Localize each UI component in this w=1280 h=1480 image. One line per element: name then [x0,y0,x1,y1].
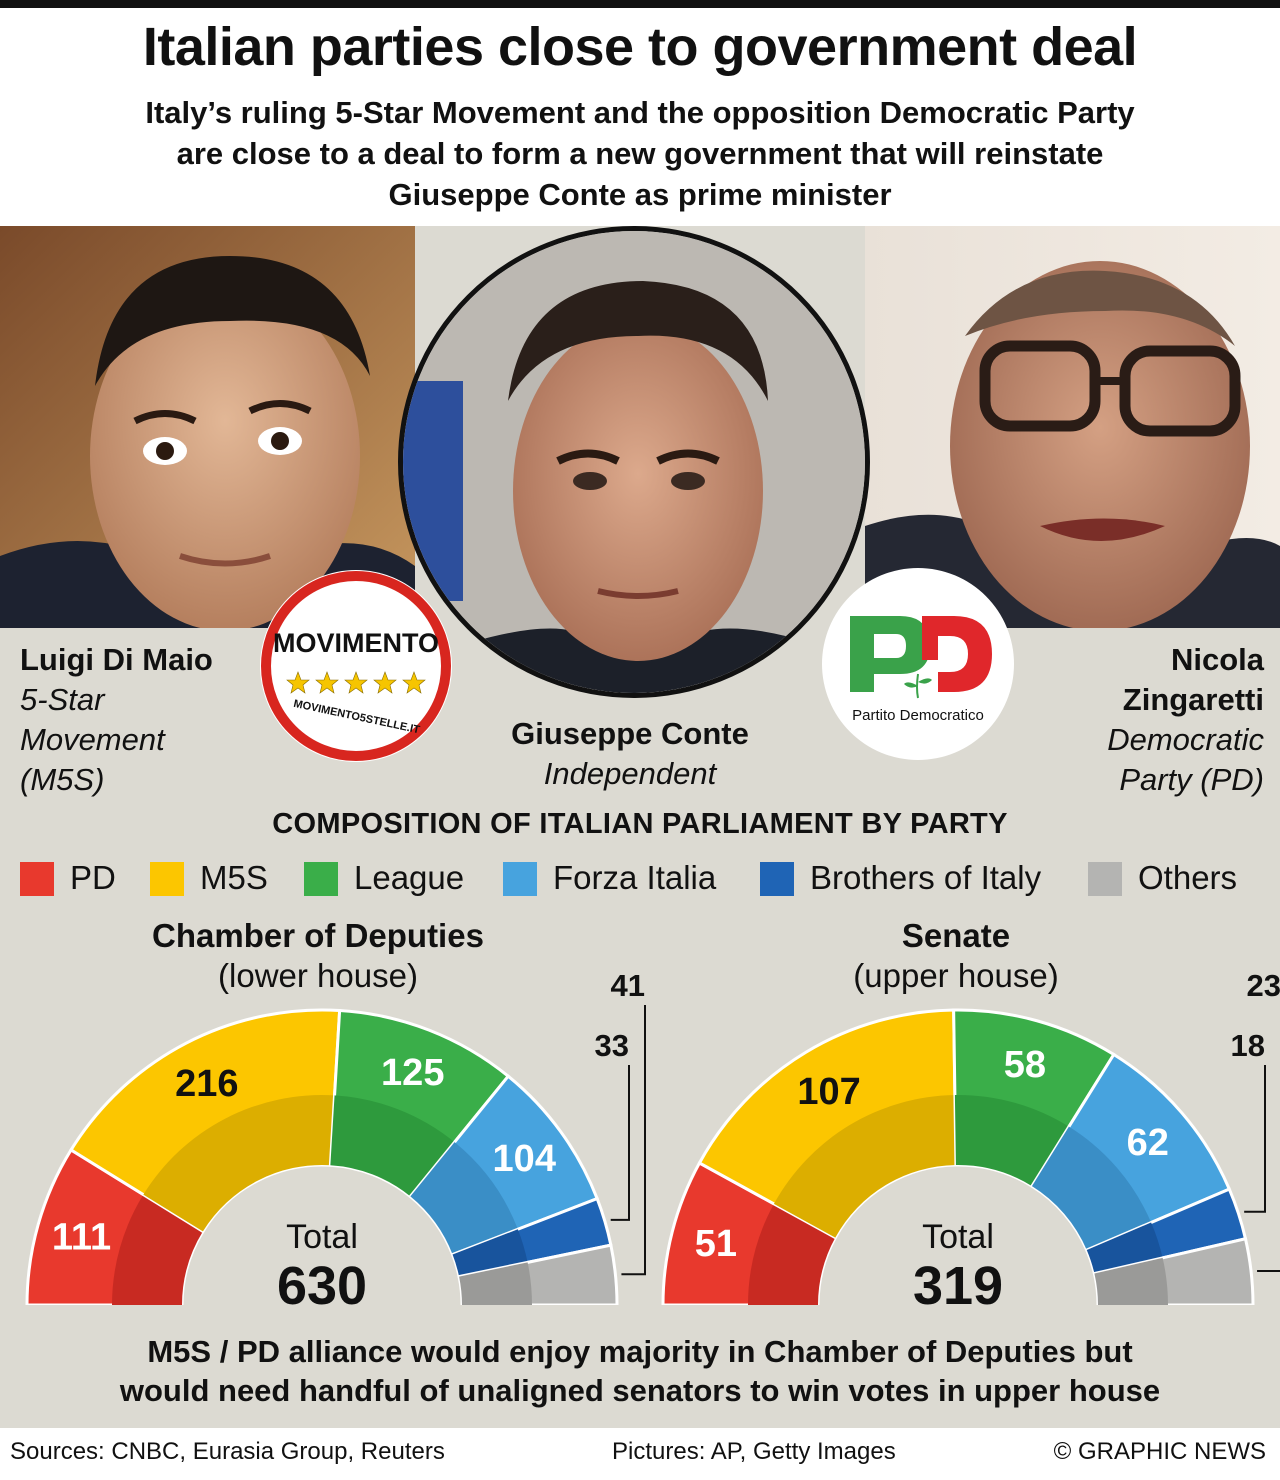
person-name: Zingaretti [1122,682,1264,717]
subtitle-line: Italy’s ruling 5-Star Movement and the o… [145,95,1135,130]
legend-swatch-forza-italia [503,862,537,896]
chamber-seg-inner-forza-italia [410,1142,518,1255]
senate-total-value: 319 [913,1256,1003,1305]
senate-seg-inner-forza-italia [1031,1126,1152,1250]
senate-value-brothers-of-italy: 18 [1231,1028,1265,1063]
senate-seg-inner-pd [748,1203,836,1305]
chamber-seg-inner-others [459,1262,532,1305]
person-party: Movement [20,722,165,757]
legend-label-others: Others [1138,859,1238,896]
chamber-seg-inner-m5s [143,1095,335,1232]
page-title: Italian parties close to government deal [142,17,1138,77]
chamber-value-others: 41 [611,968,645,1003]
photo-luigi-di-maio [0,226,415,628]
person-name: Luigi Di Maio [20,642,213,677]
senate-leader-brothers-of-italy [1244,1065,1266,1213]
senate-seg-inner-m5s [773,1095,956,1238]
footer: Sources: CNBC, Eurasia Group, Reuters Pi… [0,1428,1280,1480]
legend-swatch-pd [20,862,54,896]
legend-swatch-league [304,862,338,896]
footer-sources: Sources: CNBC, Eurasia Group, Reuters [10,1438,445,1465]
senate-value-others: 23 [1247,968,1280,1003]
conclusion-line: M5S / PD alliance would enjoy majority i… [147,1334,1133,1369]
footer-pictures: Pictures: AP, Getty Images [612,1438,896,1465]
chamber-seg-inner-league [330,1095,455,1197]
header [0,8,1280,226]
senate-value-forza-italia: 62 [1127,1122,1169,1164]
caption-giuseppe-conte: Giuseppe Conte Independent [440,714,820,794]
chamber-value-m5s: 216 [175,1063,238,1105]
senate-value-league: 58 [1004,1044,1046,1086]
senate-title-sub: (upper house) [853,957,1059,994]
person-party: 5-Star [20,682,105,717]
caption-luigi-di-maio: Luigi Di Maio 5-Star Movement (M5S) [20,640,213,800]
chamber-total-value: 630 [277,1256,367,1305]
legend-label-m5s: M5S [200,859,268,896]
chamber-value-pd: 111 [52,1217,111,1259]
m5s-logo-word: MOVIMENTO [273,628,439,658]
pd-logo: Partito Democratico [822,568,1014,760]
senate-title: Senate (upper house) [706,916,1206,996]
senate-seg-inner-others [1094,1257,1168,1305]
legend: PD M5S League Forza Italia Brothers of I… [0,858,1280,898]
legend-swatch-others [1088,862,1122,896]
senate-leader-others [1257,1005,1280,1272]
person-party: Democratic [1107,722,1264,757]
caption-nicola-zingaretti: Nicola Zingaretti Democratic Party (PD) [1107,640,1264,800]
photo-nicola-zingaretti [865,226,1280,628]
conclusion-line: would need handful of unaligned senators… [119,1373,1161,1408]
footer-credit: © GRAPHIC NEWS [1053,1438,1266,1465]
chamber-title-main: Chamber of Deputies [152,917,484,954]
m5s-logo: MOVIMENTO MOVIMENTO5STELLE.IT [260,570,452,762]
chamber-seg-inner-pd [112,1194,203,1305]
top-rule [0,0,1280,8]
legend-label-brothers-of-italy: Brothers of Italy [810,859,1042,896]
chamber-title: Chamber of Deputies (lower house) [68,916,568,996]
chamber-leader-brothers-of-italy [610,1065,630,1221]
chamber-title-sub: (lower house) [218,957,418,994]
conclusion-text: M5S / PD alliance would enjoy majority i… [0,1332,1280,1410]
chamber-value-brothers-of-italy: 33 [595,1028,629,1063]
person-name: Giuseppe Conte [511,716,749,751]
senate-title-main: Senate [901,917,1011,954]
person-party: (M5S) [20,762,105,797]
senate-total-label: Total [922,1218,994,1256]
photo-giuseppe-conte [398,226,870,698]
chamber-value-forza-italia: 104 [493,1138,556,1180]
chamber-total-label: Total [286,1218,358,1256]
legend-label-pd: PD [70,859,116,896]
composition-title: COMPOSITION OF ITALIAN PARLIAMENT BY PAR… [272,808,1008,840]
chamber-seg-m5s [68,1008,342,1234]
senate-value-m5s: 107 [797,1071,860,1113]
subtitle-line: Giuseppe Conte as prime minister [388,177,892,212]
senate-value-pd: 51 [695,1223,737,1265]
page-subtitle: Italy’s ruling 5-Star Movement and the o… [40,92,1240,215]
person-party: Independent [543,756,717,791]
senate-seg-inner-league [954,1095,1069,1187]
person-name: Nicola [1170,642,1264,677]
subtitle-line: are close to a deal to form a new govern… [176,136,1104,171]
person-party: Party (PD) [1119,762,1264,797]
legend-label-league: League [354,859,465,896]
chamber-value-league: 125 [381,1052,444,1094]
legend-swatch-m5s [150,862,184,896]
legend-swatch-brothers-of-italy [760,862,794,896]
chamber-leader-others [621,1005,646,1276]
legend-label-forza-italia: Forza Italia [553,859,717,896]
pd-logo-text: Partito Democratico [852,707,984,724]
